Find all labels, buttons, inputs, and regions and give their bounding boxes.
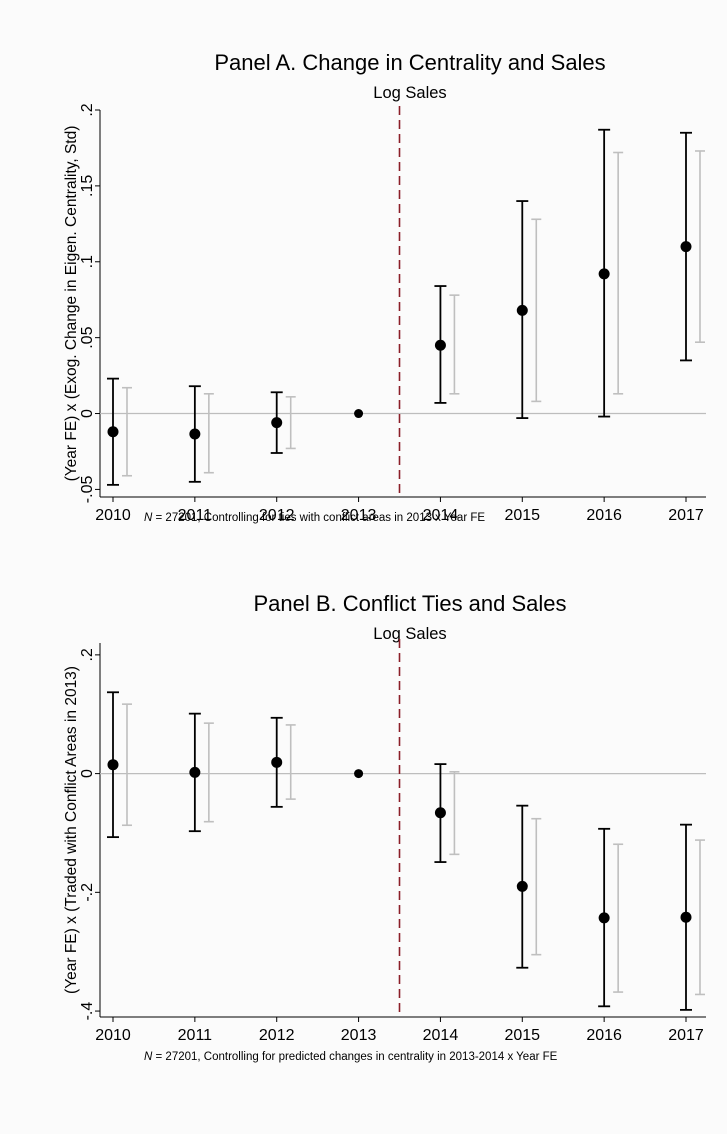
data-point xyxy=(354,409,364,419)
y-axis-label: (Year FE) x (Exog. Change in Eigen. Cent… xyxy=(63,126,80,482)
chart-note: N = 27201, Controlling for ties with con… xyxy=(144,512,485,524)
data-point xyxy=(516,304,528,316)
data-point xyxy=(516,880,528,892)
data-point xyxy=(189,766,201,778)
y-tick-label: .05 xyxy=(79,326,96,348)
data-point xyxy=(189,428,201,440)
panel-b: Panel B. Conflict Ties and Sales Log Sale… xyxy=(63,591,706,1063)
y-tick-label: .2 xyxy=(79,648,96,661)
y-tick-label: .15 xyxy=(79,175,96,197)
y-tick-label: 0 xyxy=(79,409,96,418)
chart-note-n: N xyxy=(144,1051,153,1063)
y-tick-label: -.4 xyxy=(79,1002,96,1021)
data-point xyxy=(107,426,119,438)
data-point xyxy=(598,912,610,924)
chart-note-text: = 27201, Controlling for ties with confl… xyxy=(152,512,485,524)
x-tick-label: 2013 xyxy=(341,507,377,524)
data-point xyxy=(354,769,364,779)
data-point xyxy=(680,241,692,253)
chart-note-n: N xyxy=(144,512,153,524)
x-tick-label: 2012 xyxy=(259,1027,295,1044)
data-point xyxy=(680,911,692,923)
data-point xyxy=(271,417,283,429)
y-tick-label: 0 xyxy=(79,769,96,778)
y-tick-label: -.2 xyxy=(79,883,96,902)
data-point xyxy=(434,807,446,819)
chart-note-text: = 27201, Controlling for predicted chang… xyxy=(152,1051,557,1063)
data-point xyxy=(598,268,610,280)
x-tick-label: 2017 xyxy=(668,1027,704,1044)
chart-title: Panel B. Conflict Ties and Sales xyxy=(253,591,566,616)
x-tick-label: 2015 xyxy=(504,1027,540,1044)
x-tick-label: 2010 xyxy=(95,1027,131,1044)
x-tick-label: 2016 xyxy=(586,507,622,524)
chart-title: Panel A. Change in Centrality and Sales xyxy=(214,50,605,75)
x-tick-label: 2014 xyxy=(423,507,459,524)
x-tick-label: 2016 xyxy=(586,1027,622,1044)
y-tick-label: .1 xyxy=(79,255,96,268)
data-point xyxy=(107,759,119,771)
y-tick-label: .2 xyxy=(79,103,96,116)
x-tick-label: 2010 xyxy=(95,507,131,524)
chart-subtitle: Log Sales xyxy=(373,84,446,102)
y-axis-label: (Year FE) x (Traded with Conflict Areas … xyxy=(63,666,80,994)
x-tick-label: 2013 xyxy=(341,1027,377,1044)
x-tick-label: 2017 xyxy=(668,507,704,524)
x-tick-label: 2011 xyxy=(178,507,213,524)
x-tick-label: 2011 xyxy=(178,1027,213,1044)
panel-a: Panel A. Change in Centrality and Sales L… xyxy=(63,50,706,524)
data-point xyxy=(271,756,283,768)
x-tick-label: 2015 xyxy=(504,507,540,524)
data-point xyxy=(434,339,446,351)
x-tick-label: 2012 xyxy=(259,507,295,524)
chart-note: N = 27201, Controlling for predicted cha… xyxy=(144,1051,558,1063)
x-tick-label: 2014 xyxy=(423,1027,459,1044)
chart-subtitle: Log Sales xyxy=(373,625,446,643)
y-tick-label: -.05 xyxy=(79,476,96,504)
